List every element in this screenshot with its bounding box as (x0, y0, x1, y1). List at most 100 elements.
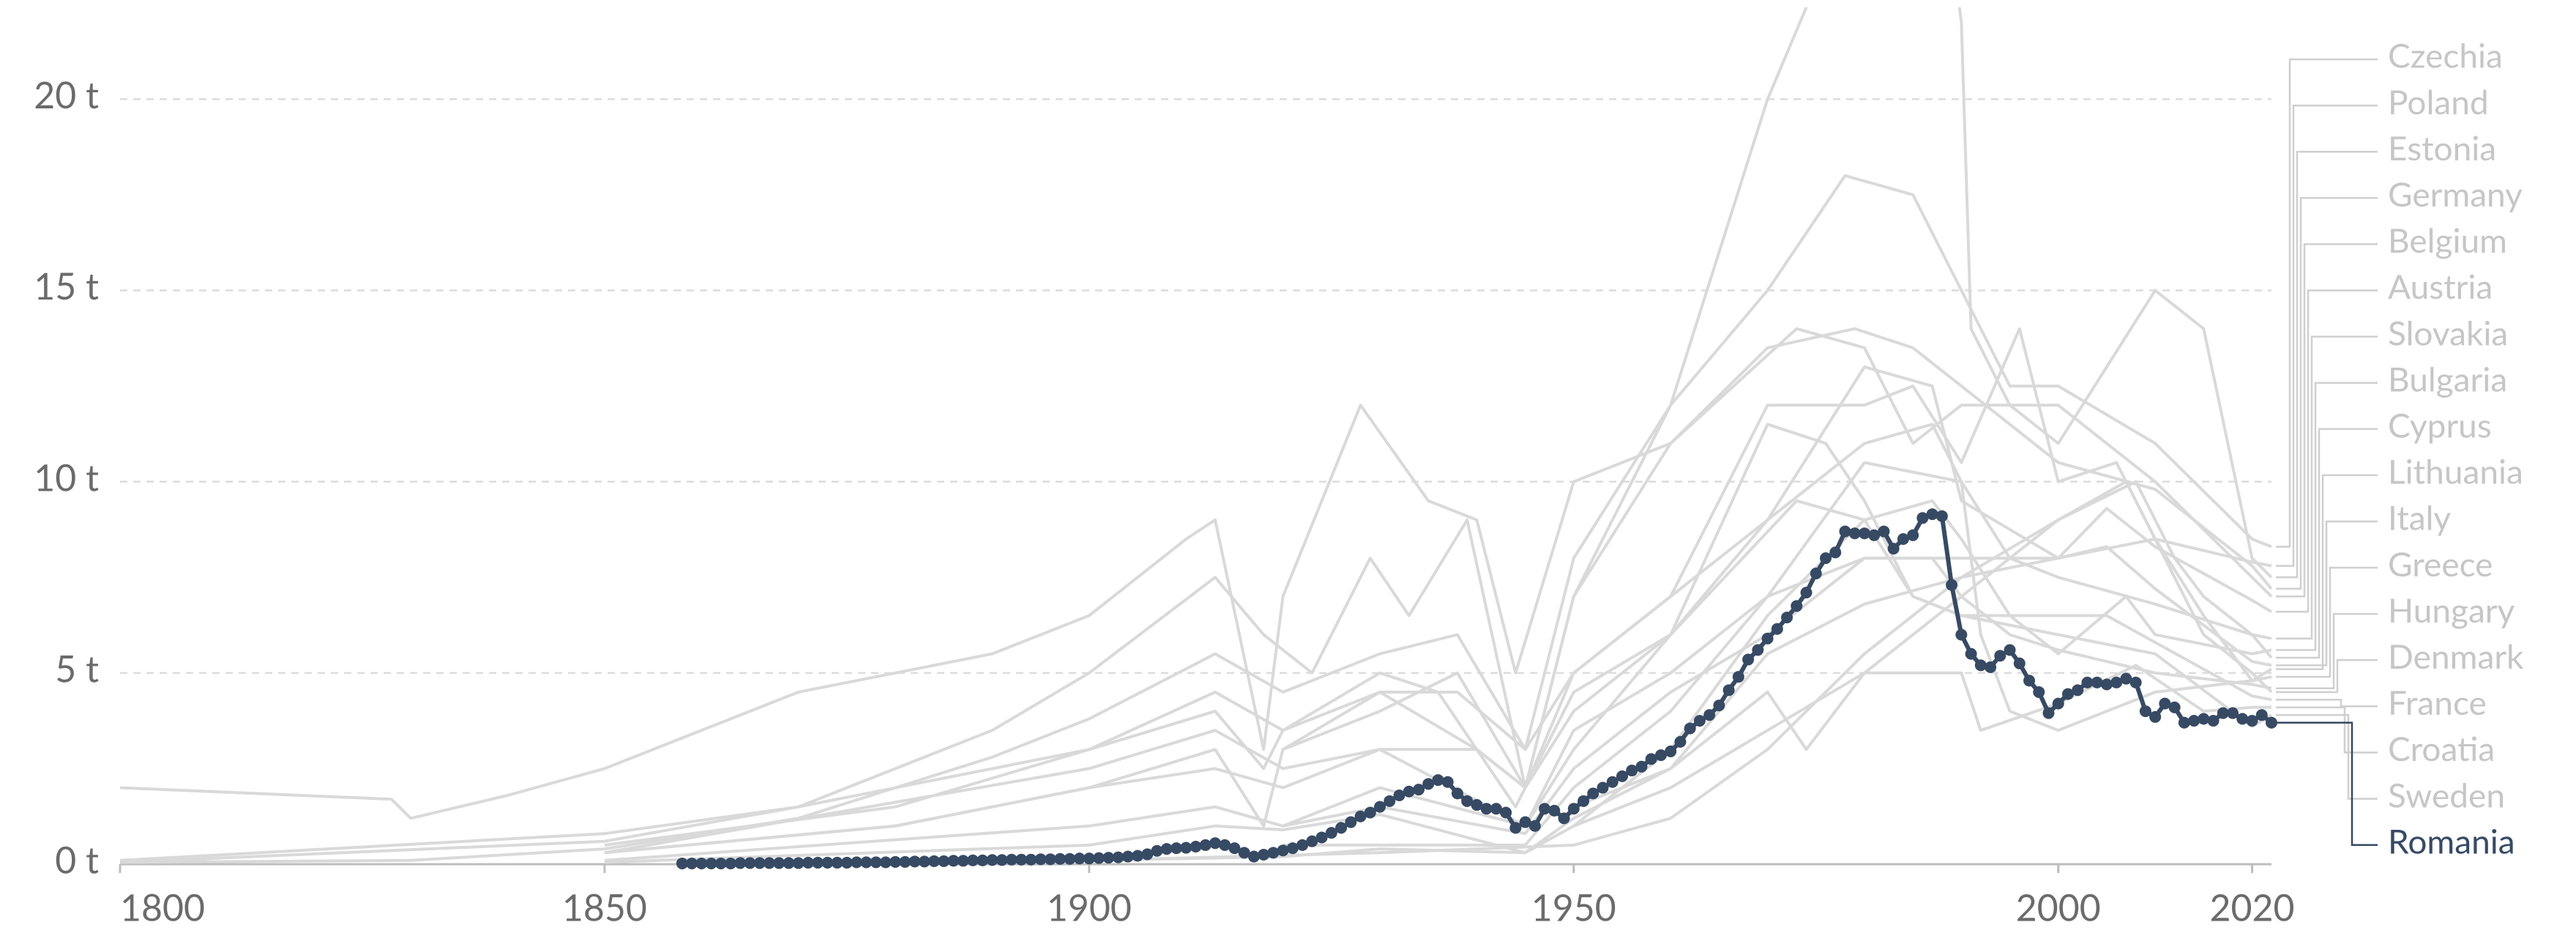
label-connector (2276, 714, 2378, 800)
data-point (1742, 653, 1755, 666)
data-point (1296, 839, 1309, 851)
data-point (1935, 510, 1948, 522)
data-point (1171, 842, 1183, 855)
data-point (783, 857, 795, 869)
data-point (1907, 529, 1919, 541)
data-point (2255, 709, 2268, 721)
data-point (1121, 850, 1134, 863)
data-point (2246, 715, 2258, 727)
data-point (1093, 852, 1105, 864)
x-tick-label: 2020 (2210, 885, 2295, 929)
legend-label: Germany (2388, 174, 2523, 214)
data-point (1597, 781, 1609, 794)
data-point (1325, 827, 1337, 839)
data-point (1412, 784, 1425, 796)
data-point (1374, 801, 1386, 813)
y-tick-label: 0 t (55, 838, 99, 882)
data-point (1228, 842, 1241, 855)
data-point (2072, 684, 2084, 697)
label-connector (2276, 706, 2378, 754)
data-point (2207, 715, 2220, 727)
legend-label: Hungary (2388, 590, 2515, 630)
data-point (753, 857, 766, 869)
data-point (2266, 716, 2277, 729)
label-connector (2276, 104, 2378, 567)
series-line (119, 327, 2273, 864)
label-connector (2276, 428, 2378, 659)
data-point (1665, 745, 1677, 757)
data-point (1238, 847, 1250, 859)
data-point (1160, 843, 1173, 855)
series-line (119, 327, 2273, 820)
data-point (686, 857, 698, 869)
data-point (1878, 525, 1890, 538)
label-connector (2276, 150, 2378, 579)
data-point (1335, 822, 1348, 834)
label-connector (2276, 566, 2378, 678)
legend-label: France (2388, 682, 2487, 722)
data-point (1441, 776, 1454, 788)
x-tick-label: 1800 (120, 885, 205, 929)
data-point (1635, 760, 1648, 773)
data-point (1848, 527, 1861, 540)
data-point (2061, 688, 2074, 700)
series-line (1283, 461, 2273, 847)
data-point (2159, 697, 2171, 710)
data-point (2033, 686, 2045, 698)
series-line (604, 327, 2273, 855)
data-point (1519, 816, 1531, 828)
data-point (1403, 785, 1415, 798)
series-line (604, 423, 2273, 855)
data-point (1267, 847, 1280, 859)
data-point (996, 854, 1008, 866)
data-point (1393, 789, 1405, 801)
data-point (1800, 587, 1812, 599)
legend-label: Austria (2388, 266, 2493, 306)
data-point (2217, 707, 2229, 719)
data-point (1839, 525, 1851, 538)
legend-label: Denmark (2388, 636, 2524, 676)
data-point (1180, 842, 1192, 854)
data-point (908, 855, 921, 868)
data-point (1916, 512, 1929, 524)
data-point (2100, 678, 2113, 691)
label-connector (2276, 699, 2378, 707)
data-point (714, 857, 727, 869)
data-point (1345, 816, 1357, 828)
series-line (604, 545, 2272, 864)
data-point (1858, 527, 1870, 540)
x-tick-label: 1900 (1047, 885, 1132, 929)
data-point (977, 854, 989, 866)
label-connector (2276, 721, 2378, 846)
legend-label: Estonia (2388, 127, 2496, 168)
data-point (2004, 644, 2016, 656)
data-point (1306, 835, 1318, 847)
data-point (928, 855, 941, 867)
data-point (2168, 701, 2181, 713)
legend-label: Lithuania (2388, 451, 2523, 491)
legend-label: Sweden (2388, 774, 2505, 814)
legend-label: Cyprus (2388, 404, 2492, 445)
data-point (1461, 795, 1474, 807)
data-point (831, 856, 843, 869)
legend-label: Greece (2388, 543, 2493, 584)
data-point (1606, 776, 1619, 788)
data-point (734, 857, 747, 869)
data-point (967, 854, 979, 866)
data-point (1722, 684, 1735, 697)
data-point (1703, 709, 1716, 721)
data-point (1247, 850, 1260, 863)
data-point (1810, 568, 1822, 580)
data-point (812, 856, 824, 869)
data-point (1490, 803, 1502, 815)
series-line (1282, 7, 2273, 790)
data-point (2042, 707, 2055, 719)
data-point (1480, 803, 1493, 815)
y-tick-label: 10 t (34, 455, 99, 499)
label-connector (2276, 659, 2378, 694)
label-connector (2276, 197, 2378, 590)
data-point (1645, 753, 1657, 765)
y-tick-label: 15 t (34, 264, 99, 308)
data-point (1868, 529, 1881, 541)
